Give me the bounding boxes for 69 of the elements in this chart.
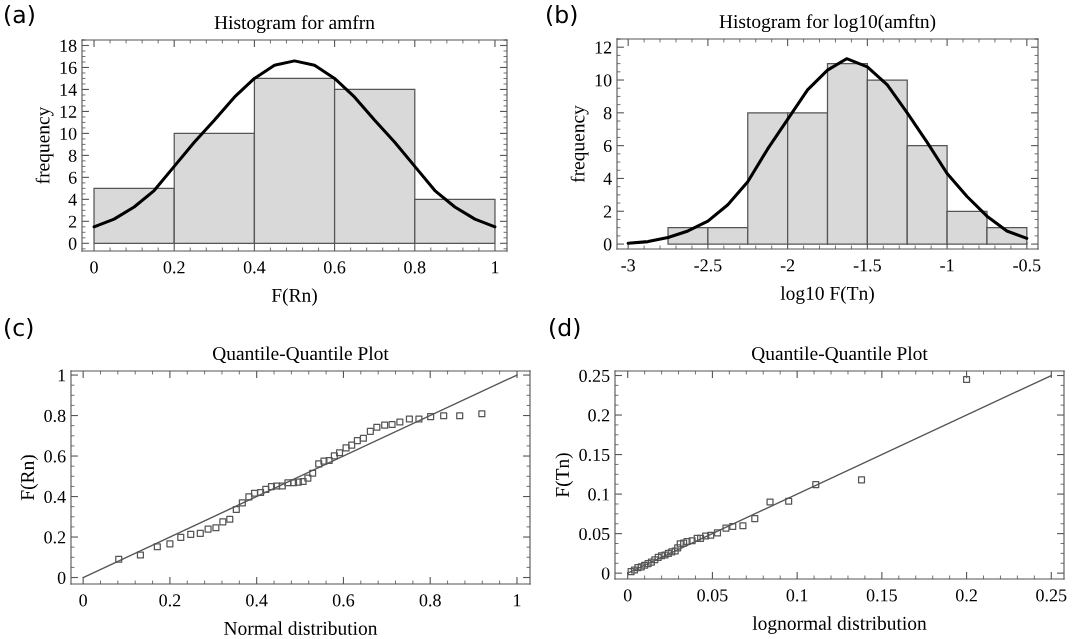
- x-tick-label: 0.2: [163, 261, 185, 274]
- x-tick-label: 0.4: [246, 594, 268, 607]
- y-tick-label: 0: [57, 571, 66, 584]
- x-tick-label: 0.2: [159, 594, 181, 607]
- x-tick-label: 0: [90, 261, 98, 274]
- text: (d): [550, 318, 580, 340]
- y-axis-title: F(Rn): [20, 455, 39, 501]
- y-tick-label: 4: [68, 193, 77, 206]
- y-tick-label: 0.6: [44, 450, 66, 463]
- x-tick-label: -2.5: [694, 259, 722, 272]
- x-axis-title: log10 F(Tn): [780, 286, 874, 304]
- x-axis-title: lognormal distribution: [752, 616, 927, 634]
- y-axis-title: frequency: [35, 106, 54, 184]
- x-tick-label: -1: [940, 259, 954, 272]
- y-tick-label: 0.4: [44, 490, 66, 504]
- y-tick-label: 14: [60, 83, 77, 96]
- y-axis-title: frequency: [570, 105, 589, 183]
- y-tick-label: 8: [68, 149, 77, 162]
- y-tick-label: 0: [601, 567, 610, 580]
- x-tick-label: -3: [621, 259, 635, 272]
- y-tick-label: 2: [68, 215, 77, 228]
- x-axis-title: F(Rn): [271, 288, 317, 306]
- y-axis-title: F(Tn): [555, 453, 573, 498]
- y-tick-label: 0.15: [579, 448, 610, 462]
- y-tick-label: 18: [60, 39, 77, 52]
- x-tick-label: 0.05: [697, 589, 728, 602]
- x-tick-label: -0.5: [1013, 259, 1041, 272]
- y-tick-label: 2: [603, 205, 612, 218]
- y-tick-label: 6: [68, 171, 77, 184]
- x-tick-label: 0.2: [955, 589, 977, 602]
- y-tick-label: 10: [595, 74, 612, 87]
- y-tick-label: 1: [58, 369, 66, 382]
- chart-title: Quantile-Quantile Plot: [752, 346, 928, 364]
- x-tick-label: -2: [780, 259, 795, 272]
- x-tick-label: 0.8: [404, 261, 426, 274]
- x-tick-label: 1: [492, 261, 499, 274]
- chart-title: Quantile-Quantile Plot: [213, 346, 389, 364]
- y-tick-label: 16: [60, 61, 77, 74]
- y-tick-label: 0: [68, 237, 77, 250]
- chart-title: Histogram for amfrn: [214, 15, 375, 34]
- x-tick-label: 0.6: [324, 261, 346, 274]
- x-tick-label: 0.25: [1036, 589, 1067, 602]
- y-tick-label: 8: [603, 107, 612, 120]
- y-tick-label: 10: [60, 127, 77, 140]
- x-tick-label: 0.1: [786, 589, 808, 602]
- y-tick-label: 0.25: [579, 369, 610, 383]
- x-tick-label: 0.4: [243, 261, 266, 274]
- text: (c): [5, 318, 33, 340]
- y-tick-label: 12: [60, 105, 77, 118]
- y-tick-label: 0: [603, 238, 612, 251]
- text: (b): [547, 5, 577, 27]
- y-tick-label: 0.2: [588, 409, 610, 422]
- x-tick-label: -1.5: [853, 259, 881, 272]
- x-tick-label: 1: [514, 594, 521, 607]
- x-tick-label: 0.8: [419, 594, 441, 607]
- y-tick-label: 12: [595, 41, 612, 54]
- y-tick-label: 6: [603, 139, 612, 153]
- y-tick-label: 0.2: [44, 531, 66, 544]
- x-axis-title: Normal distribution: [224, 621, 378, 635]
- x-tick-label: 0.6: [332, 594, 355, 607]
- x-tick-label: 0: [79, 594, 87, 607]
- x-tick-label: 0: [623, 589, 632, 602]
- y-tick-label: 0.1: [588, 488, 610, 501]
- y-tick-label: 0.05: [579, 527, 610, 541]
- chart-title: Histogram for log10(amftn): [719, 14, 936, 33]
- x-tick-label: 0.15: [866, 589, 897, 602]
- text: (a): [5, 5, 34, 27]
- y-tick-label: 4: [603, 172, 612, 185]
- y-tick-label: 0.8: [44, 409, 66, 423]
